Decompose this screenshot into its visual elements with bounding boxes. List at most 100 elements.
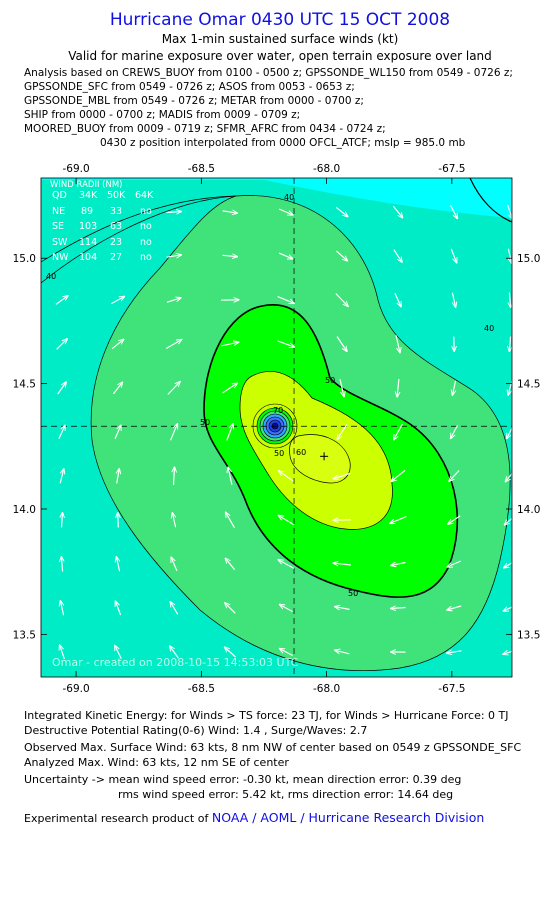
wind-vector-arrow xyxy=(174,467,175,486)
x-tick-label-bottom: -69.0 xyxy=(62,683,89,695)
y-tick-label-right: 14.0 xyxy=(517,504,540,516)
wind-vector-arrow xyxy=(509,336,510,352)
x-tick-label-bottom: -67.5 xyxy=(438,683,465,695)
wind-vector-arrow xyxy=(333,563,351,565)
contour-label: 50 xyxy=(200,418,210,427)
wind-vector-arrow xyxy=(222,211,238,213)
wind-vector-arrow xyxy=(225,603,236,614)
analysis-line: MOORED_BUOY from 0009 - 0719 z; SFMR_AFR… xyxy=(24,123,386,135)
wind-vector-arrow xyxy=(337,424,348,439)
wind-vector-arrow xyxy=(170,646,179,659)
contour-corner xyxy=(469,178,512,223)
plot-frame xyxy=(40,177,513,678)
wind-vector-arrow xyxy=(60,601,63,616)
wind-vectors xyxy=(55,204,512,660)
y-tick-label-left: 14.5 xyxy=(13,379,36,391)
wind-vector-arrow xyxy=(397,378,399,397)
wind-vector-arrow xyxy=(226,424,233,441)
wind-vector-arrow xyxy=(118,513,119,528)
wind-vector-arrow xyxy=(166,212,182,213)
valid-line: Valid for marine exposure over water, op… xyxy=(68,49,492,63)
wind-vector-arrow xyxy=(507,426,512,438)
analysis-line: GPSSONDE_SFC from 0549 - 0726 z; ASOS fr… xyxy=(24,81,355,93)
radii-cell: 23 xyxy=(110,237,122,248)
contour-label: 60 xyxy=(296,448,306,457)
wind-vector-arrow xyxy=(117,469,120,484)
radii-cell: no xyxy=(140,206,152,217)
wind-vector-arrow xyxy=(169,424,178,441)
wind-vector-arrow xyxy=(451,425,459,438)
fill-inner-core xyxy=(289,434,351,484)
contour-label: 40 xyxy=(284,193,294,202)
wind-vector-arrow xyxy=(277,340,295,347)
wind-vector-arrow xyxy=(449,205,458,218)
wind-vector-arrow xyxy=(62,513,63,528)
wind-vector-arrow xyxy=(392,205,402,218)
wind-vector-arrow xyxy=(394,423,403,440)
uncertainty-line-1: Uncertainty -> mean wind speed error: -0… xyxy=(24,773,462,786)
contour-label: 70 xyxy=(273,406,283,415)
wind-vector-arrow xyxy=(336,336,347,352)
contour-label: 40 xyxy=(46,272,56,281)
contour-50 xyxy=(203,304,459,598)
analyzed-max-line: Analyzed Max. Wind: 63 kts, 12 nm SE of … xyxy=(24,756,289,769)
wind-vector-arrow xyxy=(278,252,293,259)
wind-vector-arrow xyxy=(335,206,348,216)
wind-vector-arrow xyxy=(166,298,181,303)
product-prefix: Experimental research product of xyxy=(24,812,209,825)
wind-vector-arrow xyxy=(114,425,121,440)
wind-analysis-chart: 40 40 40 50 50 50 50 60 70 WIND RADII (N… xyxy=(13,163,541,695)
radii-cell: 89 xyxy=(81,206,93,217)
contour-40 xyxy=(90,195,511,671)
wind-vector-arrow xyxy=(59,469,64,484)
wind-vector-arrow xyxy=(222,255,238,256)
wind-vector-arrow xyxy=(279,649,293,657)
max-wind-marker xyxy=(320,452,329,461)
radii-cell: NW xyxy=(52,252,69,263)
contour-label: 50 xyxy=(348,589,358,598)
x-tick-label-top: -68.0 xyxy=(313,163,340,175)
chart-title: Hurricane Omar 0430 UTC 15 OCT 2008 xyxy=(109,10,451,30)
wind-vector-arrow xyxy=(165,340,182,350)
dpr-line: Destructive Potential Rating(0-6) Wind: … xyxy=(24,724,368,737)
wind-vector-arrow xyxy=(222,383,238,394)
wind-vector-arrow xyxy=(504,562,512,568)
contour-lines xyxy=(41,178,512,671)
wind-vector-arrow xyxy=(167,382,180,395)
wind-vector-arrow xyxy=(335,293,348,307)
radii-cell: 63 xyxy=(110,221,122,232)
contour-label: 50 xyxy=(274,449,284,458)
hrd-link[interactable]: NOAA / AOML / Hurricane Research Divisio… xyxy=(211,810,485,825)
wind-vector-arrow xyxy=(115,601,122,616)
position-line: 0430 z position interpolated from 0000 O… xyxy=(100,137,466,149)
y-tick-label-left: 15.0 xyxy=(13,253,36,265)
axis-tick-labels: -69.0 -69.0 -68.5 -68.5 -68.0 -68.0 -67.5 -67.5… xyxy=(13,163,541,695)
radii-header: QD xyxy=(52,190,67,201)
radii-cell: 104 xyxy=(79,252,97,263)
radii-cell: 103 xyxy=(79,221,97,232)
wind-vector-arrow xyxy=(116,557,119,572)
wind-vector-arrow xyxy=(395,335,400,353)
wind-vector-arrow xyxy=(60,645,65,660)
wind-vector-arrow xyxy=(394,292,401,307)
wind-vector-arrow xyxy=(447,605,462,610)
analysis-line: GPSSONDE_MBL from 0549 - 0726 z; METAR f… xyxy=(24,95,364,107)
product-line: Experimental research product of NOAA / … xyxy=(24,810,484,825)
uncertainty-line-2: rms wind speed error: 5.42 kt, rms direc… xyxy=(118,788,454,801)
wind-radii-table: WIND RADII (NM) QD 34K 50K 64K NE 89 33 … xyxy=(50,180,154,263)
wind-vector-arrow xyxy=(111,296,124,305)
wind-vector-arrow xyxy=(448,515,461,524)
contour-labels: 40 40 40 50 50 50 50 60 70 xyxy=(46,193,494,598)
wind-vector-arrow xyxy=(504,517,512,525)
ike-line: Integrated Kinetic Energy: for Winds > T… xyxy=(24,709,509,722)
wind-vector-arrow xyxy=(339,379,344,397)
wind-vector-arrow xyxy=(336,250,347,261)
wind-vector-arrow xyxy=(112,382,122,395)
wind-vector-arrow xyxy=(335,650,350,655)
wind-vector-arrow xyxy=(509,292,510,308)
radii-table-title: WIND RADII (NM) xyxy=(50,180,122,190)
wind-vector-arrow xyxy=(452,292,455,308)
contour-30 xyxy=(41,195,237,263)
wind-vector-arrow xyxy=(277,296,295,304)
wind-vector-arrow xyxy=(170,602,179,615)
